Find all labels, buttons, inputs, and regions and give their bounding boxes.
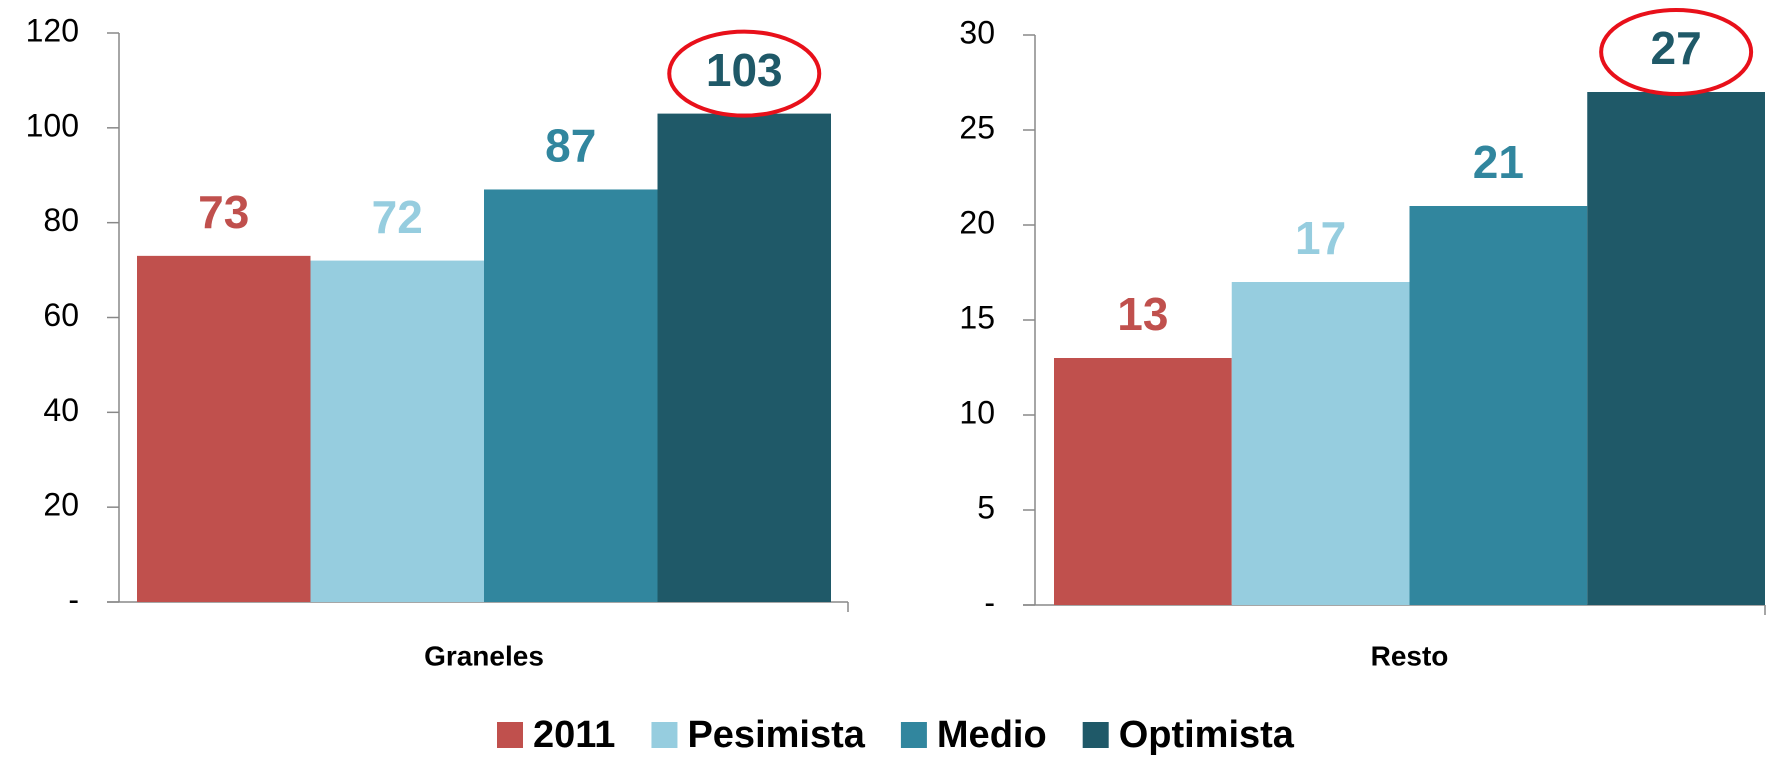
- highlight-circle: [1599, 8, 1754, 96]
- y-tick-label: 60: [43, 297, 79, 333]
- data-label: 72: [372, 191, 423, 243]
- data-label: 27: [1651, 22, 1702, 74]
- y-tick-label: 20: [959, 204, 995, 240]
- y-tick-label: 30: [959, 14, 995, 50]
- legend-swatch: [497, 722, 523, 748]
- data-label: 103: [706, 44, 783, 96]
- legend-swatch: [651, 722, 678, 748]
- bar: [310, 260, 484, 602]
- y-tick-label: 10: [959, 394, 995, 430]
- y-tick-label: -: [984, 584, 995, 620]
- data-label: 87: [545, 120, 596, 172]
- legend-swatch: [1082, 722, 1109, 748]
- y-tick-label: -: [68, 581, 79, 617]
- y-tick-label: 120: [26, 12, 79, 48]
- bar: [657, 113, 831, 602]
- legend-label: Medio: [937, 714, 1047, 756]
- bar: [1231, 282, 1410, 605]
- data-label: 21: [1473, 136, 1524, 188]
- data-label: 17: [1295, 212, 1346, 264]
- y-tick-label: 100: [26, 107, 79, 143]
- x-tick-label: Resto: [1371, 640, 1449, 671]
- legend-swatch: [900, 722, 927, 748]
- legend-label: 2011: [533, 714, 615, 756]
- y-tick-label: 80: [43, 202, 79, 238]
- y-tick-label: 20: [43, 487, 79, 523]
- y-tick-label: 15: [959, 299, 995, 335]
- y-tick-label: 40: [43, 392, 79, 428]
- legend-label: Pesimista: [687, 714, 865, 756]
- bar: [1054, 358, 1232, 605]
- bar: [1409, 206, 1588, 605]
- data-label: 13: [1117, 288, 1168, 340]
- y-tick-label: 25: [959, 109, 995, 145]
- data-label: 73: [198, 186, 249, 238]
- legend-label: Optimista: [1119, 714, 1295, 756]
- bar: [484, 189, 658, 602]
- highlight-circle: [667, 29, 822, 118]
- bar: [137, 255, 311, 602]
- bar: [1587, 92, 1765, 605]
- x-tick-label: Graneles: [424, 640, 544, 671]
- y-tick-label: 5: [977, 489, 995, 525]
